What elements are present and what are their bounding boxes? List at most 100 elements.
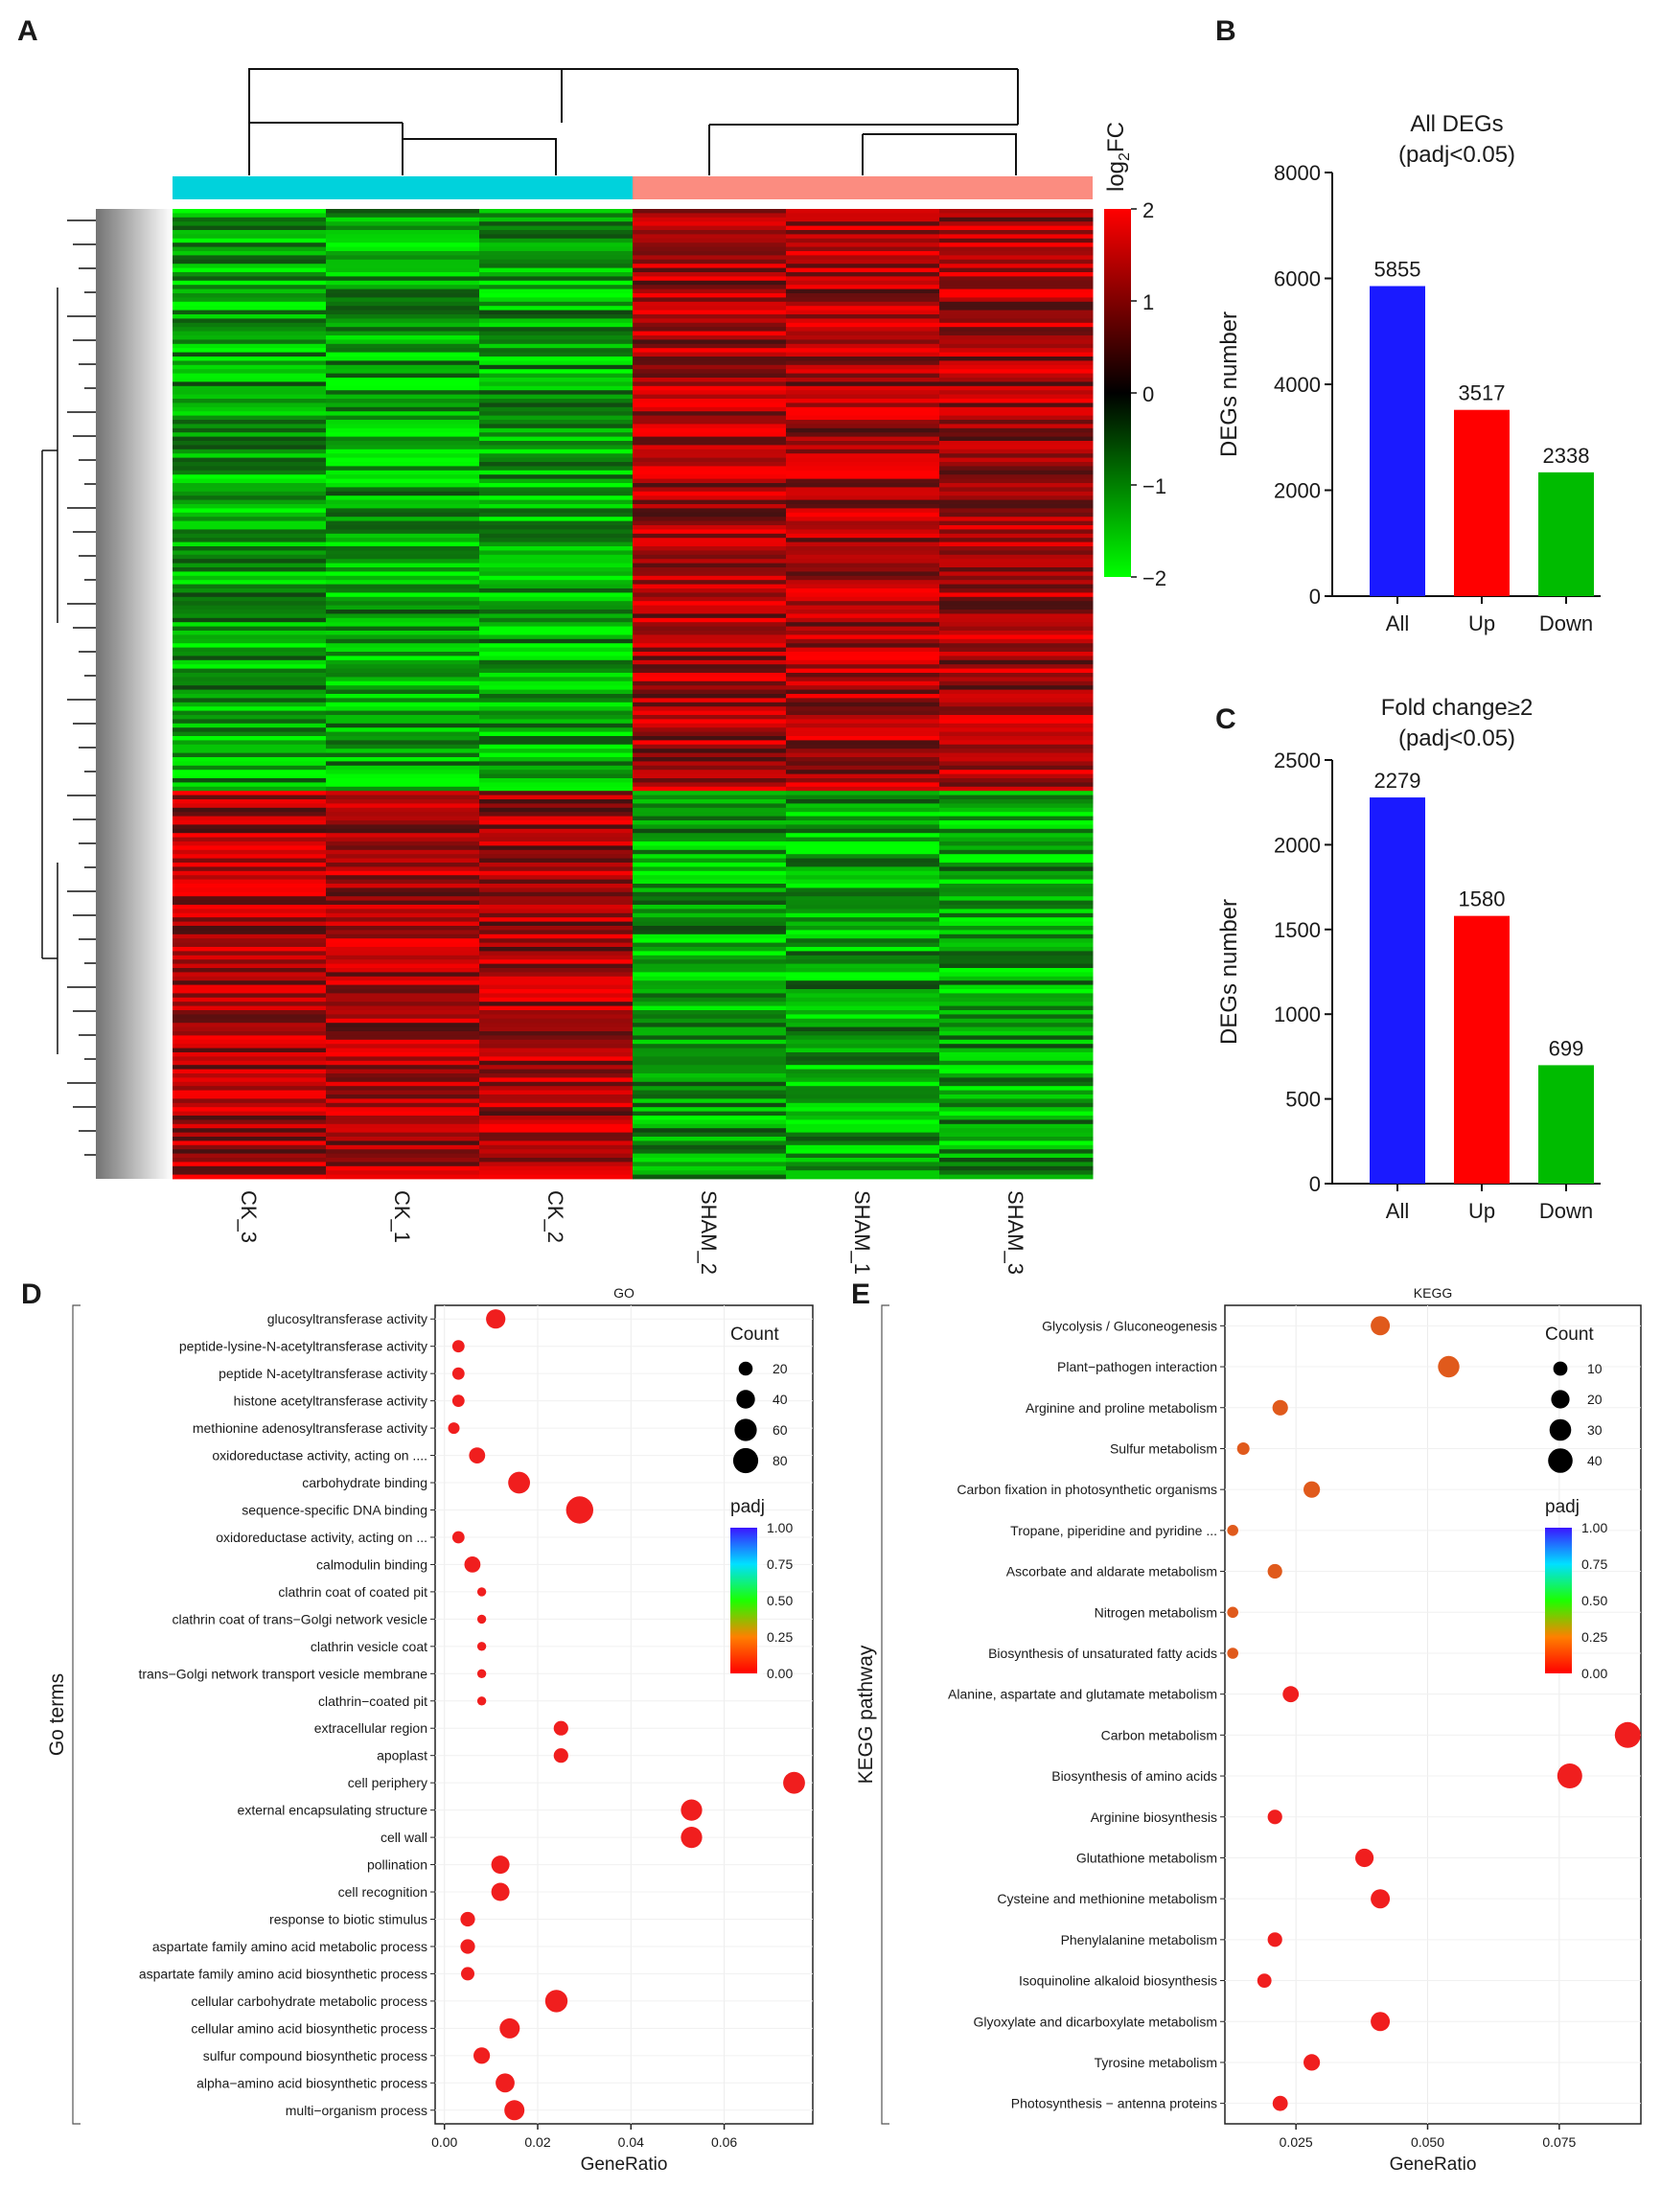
heatmap-cell [479, 310, 634, 315]
data-point [553, 1720, 568, 1736]
heatmap-cell [633, 276, 787, 282]
heatmap-cell [326, 255, 480, 261]
heatmap-cell [633, 318, 787, 324]
heatmap-cell [633, 799, 787, 804]
heatmap-cell [786, 529, 940, 535]
heatmap-cell [326, 972, 480, 978]
heatmap-cell [633, 554, 787, 560]
heatmap-cell [939, 335, 1094, 340]
data-point [1371, 1889, 1391, 1909]
heatmap-cell [479, 504, 634, 509]
heatmap-cell [326, 870, 480, 876]
heatmap-cell [173, 652, 327, 657]
heatmap-cell [479, 306, 634, 311]
heatmap-cell [939, 1128, 1094, 1133]
heatmap-cell [173, 541, 327, 547]
heatmap-cell [173, 390, 327, 395]
heatmap-cell [786, 1170, 940, 1175]
heatmap-cell [633, 580, 787, 585]
heatmap-cell [633, 385, 787, 391]
heatmap-cell [326, 394, 480, 400]
heatmap-cell [479, 588, 634, 593]
data-point [1303, 2054, 1321, 2071]
heatmap-cell [939, 955, 1094, 960]
heatmap-cell [786, 1137, 940, 1141]
heatmap-cell [479, 314, 634, 319]
heatmap-cell [173, 246, 327, 252]
x-axis-title: GeneRatio [581, 2154, 668, 2175]
heatmap-cell [939, 1023, 1094, 1027]
heatmap-cell [633, 508, 787, 514]
heatmap-cell [786, 512, 940, 518]
heatmap-cell [173, 399, 327, 403]
heatmap-cell [939, 517, 1094, 521]
heatmap-cell [786, 1039, 940, 1045]
axis-bracket [72, 1304, 81, 2125]
heatmap-cell [633, 533, 787, 539]
heatmap-cell [479, 638, 634, 644]
heatmap-cell [633, 331, 787, 336]
heatmap-cell [786, 364, 940, 370]
heatmap-cell [939, 689, 1094, 695]
heatmap-cell [479, 617, 634, 623]
heatmap-cell [633, 854, 787, 859]
heatmap-cell [326, 234, 480, 240]
x-axis-title: GeneRatio [1390, 2154, 1477, 2175]
heatmap-cell [479, 1081, 634, 1087]
heatmap-cell [479, 453, 634, 458]
heatmap-cell [786, 474, 940, 479]
heatmap-cell [479, 436, 634, 442]
heatmap-cell [939, 225, 1094, 231]
heatmap-cell [786, 778, 940, 783]
plot-title: KEGG [1414, 1285, 1452, 1301]
term-label: Tropane, piperidine and pyridine ... [1010, 1523, 1217, 1538]
heatmap-cell [173, 520, 327, 526]
heatmap-cell [479, 719, 634, 725]
heatmap-cell [939, 217, 1094, 222]
heatmap-cell [786, 795, 940, 800]
heatmap-cell [939, 541, 1094, 547]
heatmap-cell [326, 976, 480, 981]
heatmap-cell [326, 837, 480, 842]
heatmap-cell [173, 845, 327, 851]
heatmap-cell [633, 887, 787, 893]
term-label: oxidoreductase activity, acting on .... [212, 1448, 427, 1463]
heatmap-cell [326, 596, 480, 602]
heatmap-cell [479, 1170, 634, 1175]
data-point [1614, 1721, 1641, 1748]
heatmap-cell [173, 942, 327, 948]
bar [1538, 1065, 1594, 1184]
size-legend-title: Count [1545, 1325, 1594, 1345]
heatmap-cell [633, 512, 787, 518]
y-tick-label: 8000 [1274, 161, 1321, 185]
heatmap-cell [939, 441, 1094, 446]
heatmap-cell [786, 559, 940, 564]
heatmap-cell [479, 217, 634, 222]
y-axis-title: KEGG pathway [855, 1645, 877, 1784]
heatmap-cell [633, 335, 787, 340]
heatmap-cell [326, 891, 480, 897]
heatmap-cell [786, 896, 940, 901]
heatmap-cell [479, 1023, 634, 1027]
heatmap-cell [326, 694, 480, 699]
heatmap-cell [326, 1107, 480, 1112]
heatmap-cell [326, 921, 480, 927]
heatmap-cell [326, 272, 480, 277]
heatmap-cell [326, 926, 480, 931]
heatmap-cell [173, 529, 327, 535]
heatmap-cell [173, 436, 327, 442]
heatmap-cell [173, 601, 327, 606]
heatmap-cell [479, 259, 634, 265]
heatmap-cell [173, 900, 327, 906]
heatmap-cell [479, 947, 634, 952]
heatmap-cell [479, 752, 634, 758]
heatmap-cell [173, 947, 327, 952]
heatmap-cell [939, 765, 1094, 771]
heatmap-cell [479, 1086, 634, 1091]
heatmap-cell [633, 706, 787, 711]
heatmap-cell [939, 1102, 1094, 1108]
heatmap-cell [479, 327, 634, 332]
heatmap-cell [479, 457, 634, 463]
heatmap-cell [939, 1081, 1094, 1087]
heatmap-cell [173, 272, 327, 277]
